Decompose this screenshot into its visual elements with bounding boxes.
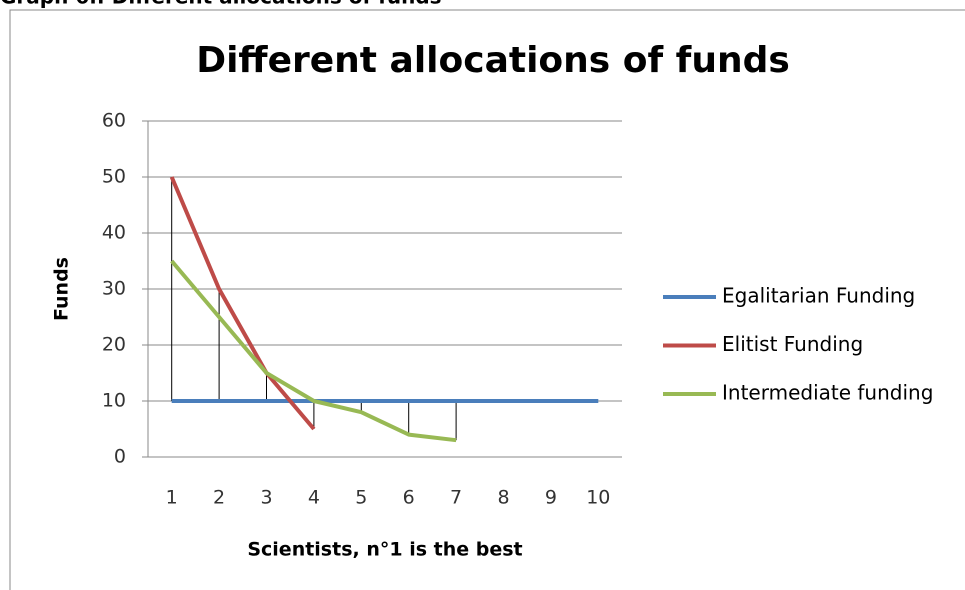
legend-label: Elitist Funding xyxy=(722,332,863,356)
caption: Graph 6.: Different allocations of funds xyxy=(0,0,442,9)
chart-frame xyxy=(9,9,965,590)
x-tick-label: 9 xyxy=(545,487,557,509)
x-tick-label: 6 xyxy=(403,487,415,509)
x-tick-label: 4 xyxy=(308,487,320,509)
x-tick-label: 10 xyxy=(586,487,610,509)
y-tick-label: 60 xyxy=(102,110,126,132)
line-series xyxy=(169,176,316,431)
y-tick-label: 10 xyxy=(102,390,126,412)
y-tick-label: 0 xyxy=(114,446,126,468)
y-axis-title: Funds xyxy=(51,257,73,321)
x-tick-label: 2 xyxy=(213,487,225,509)
y-tick-label: 30 xyxy=(102,278,126,300)
x-tick-label: 3 xyxy=(260,487,272,509)
x-axis-title: Scientists, n°1 is the best xyxy=(247,539,522,561)
legend-label: Intermediate funding xyxy=(722,381,933,405)
x-tick-label: 7 xyxy=(450,487,462,509)
legend-label: Egalitarian Funding xyxy=(722,284,915,308)
x-tick-label: 5 xyxy=(355,487,367,509)
x-tick-label: 8 xyxy=(497,487,509,509)
x-tick-label: 1 xyxy=(166,487,178,509)
y-tick-label: 50 xyxy=(102,166,126,188)
line-series xyxy=(170,259,457,443)
chart-title: Different allocations of funds xyxy=(196,40,790,81)
y-tick-label: 20 xyxy=(102,334,126,356)
y-tick-label: 40 xyxy=(102,222,126,244)
